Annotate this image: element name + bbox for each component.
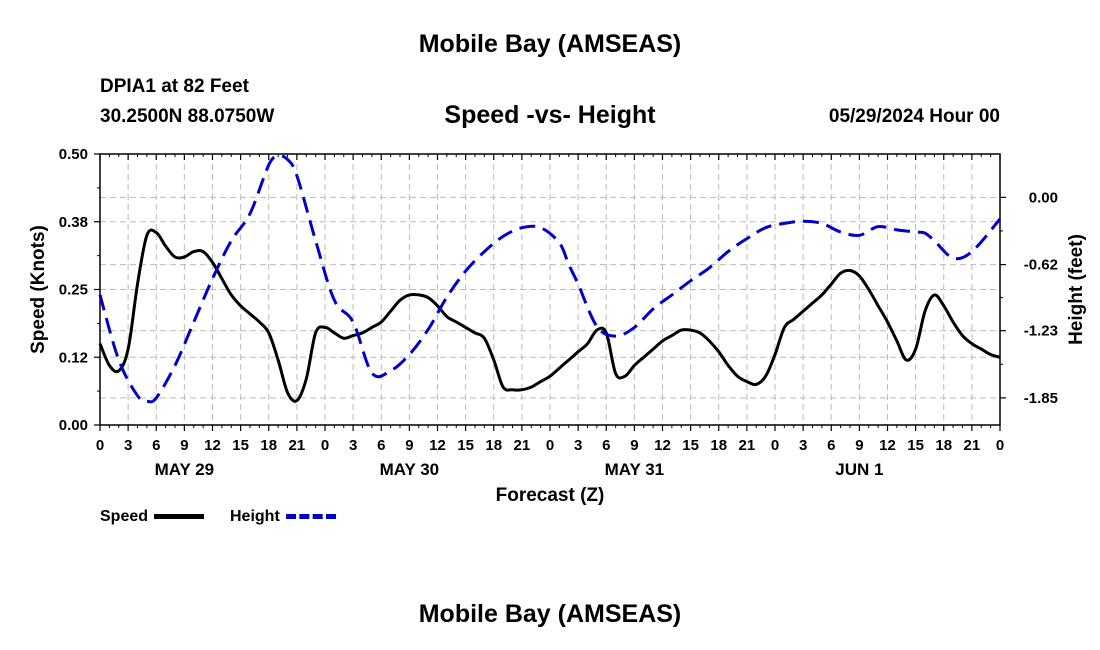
x-tick-label: 12: [654, 437, 671, 454]
x-tick-label: 21: [964, 437, 981, 454]
x-tick-label: 12: [204, 437, 221, 454]
x-tick-label: 3: [124, 437, 132, 454]
x-tick-label: 6: [602, 437, 610, 454]
coordinates-label: 30.2500N 88.0750W: [100, 106, 275, 127]
y2-tick-label: 0.00: [1029, 189, 1058, 206]
x-tick-label: 9: [855, 437, 863, 454]
legend-label-height: Height: [230, 508, 280, 525]
x-tick-label: 3: [799, 437, 807, 454]
legend-item-height: Height: [230, 508, 337, 526]
legend-label-speed: Speed: [100, 508, 149, 525]
x-tick-label: 6: [152, 437, 160, 454]
x-tick-label: 6: [377, 437, 385, 454]
day-label: MAY 31: [605, 460, 665, 479]
x-tick-label: 3: [349, 437, 357, 454]
y-tick-label: 0.12: [59, 349, 88, 366]
x-tick-label: 12: [429, 437, 446, 454]
station-label: DPIA1 at 82 Feet: [100, 76, 249, 97]
x-tick-label: 0: [996, 437, 1004, 454]
y2-tick-label: -0.62: [1024, 257, 1058, 274]
x-tick-label: 0: [321, 437, 329, 454]
x-tick-label: 18: [710, 437, 727, 454]
x-tick-label: 0: [771, 437, 779, 454]
x-tick-label: 15: [232, 437, 249, 454]
series-line-speed: [98, 228, 1001, 403]
run-time-label: 05/29/2024 Hour 00: [828, 106, 1000, 127]
x-tick-label: 15: [682, 437, 699, 454]
series-line-height: [98, 154, 1002, 404]
x-tick-label: 21: [289, 437, 306, 454]
legend-item-speed: Speed: [100, 508, 205, 526]
x-tick-label: 0: [96, 437, 104, 454]
day-label: MAY 30: [380, 460, 440, 479]
x-tick-label: 3: [574, 437, 582, 454]
y-tick-label: 0.50: [59, 146, 88, 163]
x-tick-label: 18: [260, 437, 277, 454]
footer-title: Mobile Bay (AMSEAS): [418, 600, 682, 628]
main-title: Mobile Bay (AMSEAS): [418, 30, 682, 58]
y-axis-title: Speed (Knots): [28, 225, 49, 354]
x-axis-title: Forecast (Z): [496, 485, 605, 506]
x-tick-label: 9: [180, 437, 188, 454]
x-tick-label: 12: [879, 437, 896, 454]
y2-axis-title: Height (feet): [1066, 234, 1087, 345]
x-tick-label: 21: [739, 437, 756, 454]
x-tick-label: 15: [907, 437, 924, 454]
legend-swatch-speed: [154, 514, 205, 520]
x-tick-label: 0: [546, 437, 554, 454]
x-tick-label: 21: [514, 437, 531, 454]
x-tick-label: 18: [485, 437, 502, 454]
y-tick-label: 0.00: [59, 417, 88, 434]
x-tick-label: 6: [827, 437, 835, 454]
day-label: JUN 1: [835, 460, 883, 479]
day-label: MAY 29: [155, 460, 215, 479]
x-tick-label: 18: [935, 437, 952, 454]
legend-swatch-height: [286, 514, 337, 520]
x-tick-label: 9: [405, 437, 413, 454]
x-tick-label: 9: [630, 437, 638, 454]
x-tick-label: 15: [457, 437, 474, 454]
y2-tick-label: -1.85: [1024, 390, 1058, 407]
y-tick-label: 0.38: [59, 214, 88, 231]
chart-subtitle: Speed -vs- Height: [444, 101, 656, 129]
y2-tick-label: -1.23: [1024, 323, 1058, 340]
y-tick-label: 0.25: [59, 282, 88, 299]
